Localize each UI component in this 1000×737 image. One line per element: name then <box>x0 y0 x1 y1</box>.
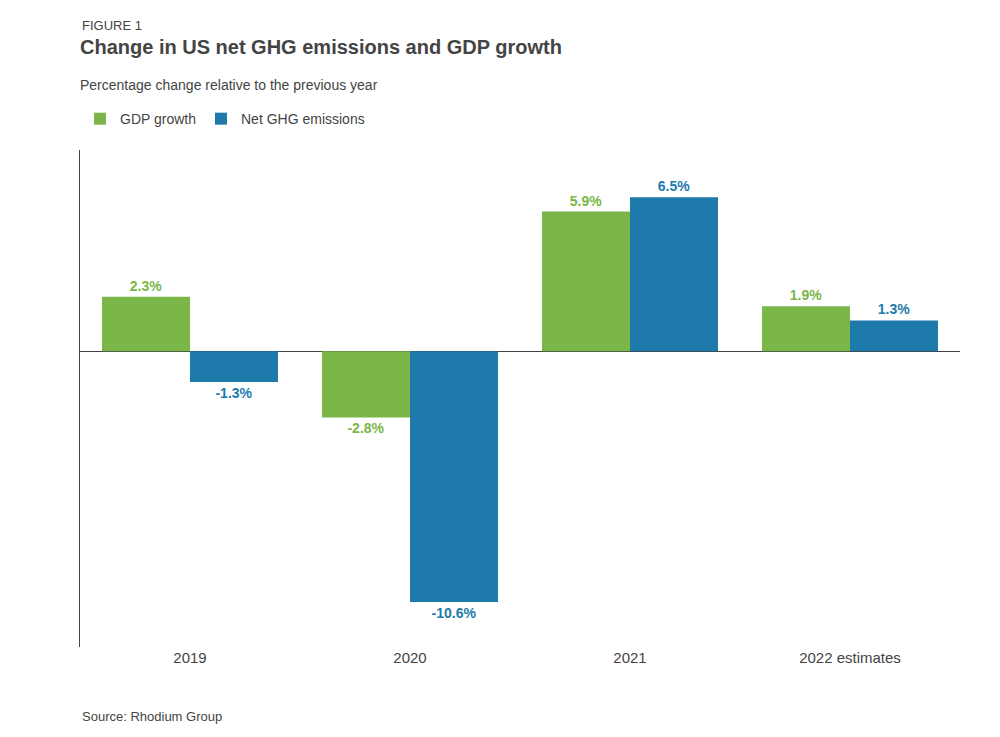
svg-text:6.5%: 6.5% <box>658 178 690 194</box>
svg-text:5.9%: 5.9% <box>570 193 602 209</box>
svg-text:1.9%: 1.9% <box>790 287 822 303</box>
svg-text:-10.6%: -10.6% <box>432 605 477 621</box>
svg-text:2022 estimates: 2022 estimates <box>799 649 901 666</box>
svg-text:-1.3%: -1.3% <box>215 385 252 401</box>
svg-text:Change in US net GHG emissions: Change in US net GHG emissions and GDP g… <box>80 36 562 58</box>
svg-text:Net GHG emissions: Net GHG emissions <box>241 111 365 127</box>
svg-text:2021: 2021 <box>613 649 646 666</box>
svg-text:Percentage change relative to: Percentage change relative to the previo… <box>80 77 378 93</box>
svg-text:GDP growth: GDP growth <box>120 111 196 127</box>
svg-text:-2.8%: -2.8% <box>347 420 384 436</box>
svg-text:1.3%: 1.3% <box>878 301 910 317</box>
svg-text:FIGURE 1: FIGURE 1 <box>82 18 142 33</box>
svg-text:2019: 2019 <box>173 649 206 666</box>
svg-text:Source: Rhodium Group: Source: Rhodium Group <box>82 709 222 724</box>
svg-text:2.3%: 2.3% <box>130 278 162 294</box>
svg-text:2020: 2020 <box>393 649 426 666</box>
